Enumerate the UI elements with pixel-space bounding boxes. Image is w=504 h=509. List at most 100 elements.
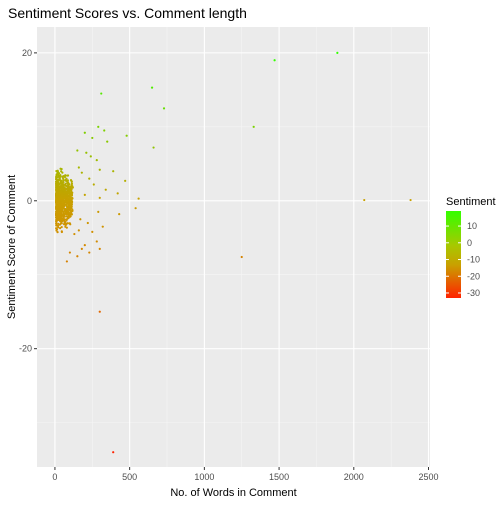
data-point (55, 198, 58, 201)
data-point (112, 170, 115, 173)
data-point (64, 225, 67, 228)
y-tick-label: 0 (27, 196, 32, 206)
data-point (77, 166, 80, 169)
data-point (64, 184, 68, 187)
data-point (67, 183, 71, 186)
data-point (63, 195, 67, 198)
data-point (66, 210, 70, 213)
data-point (66, 217, 69, 220)
data-point (62, 216, 65, 219)
data-point (79, 218, 82, 221)
data-point (63, 187, 67, 190)
data-point (62, 179, 65, 182)
data-point (134, 207, 137, 210)
data-point (70, 192, 73, 195)
data-point (60, 184, 63, 187)
data-point (55, 218, 58, 221)
plot-panel (37, 27, 430, 467)
x-tick-label: 0 (52, 472, 57, 482)
data-point (65, 213, 68, 216)
data-point (58, 204, 61, 207)
data-point (58, 175, 61, 178)
data-point (58, 198, 61, 201)
data-point (70, 185, 73, 188)
legend-tick-label: -10 (467, 255, 480, 265)
data-point (57, 185, 60, 188)
legend: Sentiment 10 0 -10 -20 -30 (446, 196, 496, 298)
data-point (57, 222, 60, 225)
data-point (68, 222, 72, 225)
data-point (61, 175, 64, 178)
data-point (67, 186, 70, 189)
data-point (62, 177, 65, 181)
data-point (150, 86, 154, 89)
data-point (273, 59, 276, 62)
data-point (65, 203, 68, 207)
data-point (118, 212, 121, 216)
data-point (89, 155, 92, 158)
data-point (59, 212, 62, 216)
x-tick-label: 2500 (418, 472, 438, 482)
legend-tick-label: 0 (467, 238, 472, 248)
data-point (63, 192, 66, 195)
data-point (69, 178, 73, 182)
data-point (61, 199, 64, 202)
data-point (65, 207, 68, 211)
data-point (98, 310, 101, 313)
data-point (95, 159, 98, 162)
data-point (59, 227, 62, 230)
data-point (86, 221, 89, 225)
data-point (55, 185, 58, 188)
data-point (112, 451, 115, 454)
data-point (60, 225, 63, 229)
data-point (64, 220, 67, 224)
data-point (162, 107, 166, 110)
data-point (55, 207, 58, 210)
data-point (106, 140, 109, 143)
data-point (65, 177, 68, 180)
data-point (62, 189, 65, 192)
chart-title: Sentiment Scores vs. Comment length (8, 5, 247, 21)
data-point (91, 230, 94, 233)
grid-minor (37, 27, 430, 467)
data-point (76, 149, 79, 152)
legend-colorbar (446, 211, 461, 298)
data-point (55, 177, 58, 180)
data-point (83, 193, 86, 196)
data-point (80, 171, 83, 174)
data-point (98, 196, 101, 199)
data-point (57, 206, 60, 209)
data-point (98, 247, 101, 250)
data-point (55, 224, 58, 227)
data-point (76, 255, 79, 258)
data-point (58, 195, 61, 198)
legend-tick-label: 10 (467, 221, 477, 231)
data-point (61, 207, 64, 210)
data-point (63, 199, 66, 203)
data-point (55, 215, 58, 219)
data-point (70, 211, 73, 214)
data-point (73, 232, 76, 236)
y-tick-label: 20 (22, 48, 32, 58)
legend-tick-label: -20 (467, 271, 480, 281)
data-point (70, 189, 73, 192)
data-point (70, 212, 73, 216)
data-point (65, 205, 69, 209)
data-point (62, 181, 65, 184)
data-point (61, 218, 65, 221)
data-point (59, 187, 62, 190)
data-point (80, 247, 83, 250)
data-point (55, 204, 58, 207)
data-point (71, 209, 74, 212)
data-point (57, 215, 60, 218)
data-point (336, 51, 339, 54)
data-point (68, 251, 71, 254)
data-point (125, 134, 128, 137)
data-point (137, 197, 140, 200)
y-tick-label: -20 (19, 344, 32, 354)
data-point (98, 168, 101, 171)
data-point (59, 201, 63, 204)
data-point (92, 183, 95, 186)
grid-major (37, 27, 430, 467)
data-points (55, 51, 412, 454)
